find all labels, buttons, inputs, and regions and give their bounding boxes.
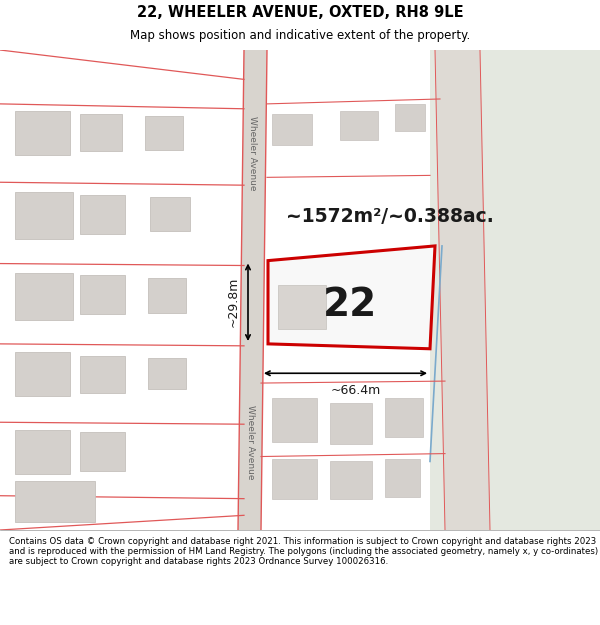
Polygon shape — [238, 50, 267, 530]
Bar — [148, 357, 186, 389]
Polygon shape — [430, 50, 600, 530]
Bar — [272, 114, 312, 145]
Text: Map shows position and indicative extent of the property.: Map shows position and indicative extent… — [130, 29, 470, 42]
Bar — [395, 104, 425, 131]
Bar — [80, 275, 125, 314]
Text: ~66.4m: ~66.4m — [331, 384, 380, 398]
Bar — [15, 481, 95, 522]
Text: ~1572m²/~0.388ac.: ~1572m²/~0.388ac. — [286, 207, 494, 226]
Bar — [385, 398, 423, 437]
Text: ~29.8m: ~29.8m — [227, 277, 239, 328]
Bar — [80, 114, 122, 151]
Bar — [15, 273, 73, 321]
Bar — [148, 278, 186, 312]
Bar — [272, 398, 317, 442]
Text: 22: 22 — [323, 286, 377, 324]
Bar — [80, 356, 125, 393]
Bar — [272, 459, 317, 499]
Text: 22, WHEELER AVENUE, OXTED, RH8 9LE: 22, WHEELER AVENUE, OXTED, RH8 9LE — [137, 5, 463, 20]
Bar — [330, 461, 372, 499]
Bar — [15, 192, 73, 239]
Text: Wheeler Avenue: Wheeler Avenue — [245, 404, 254, 479]
Text: Wheeler Avenue: Wheeler Avenue — [248, 116, 257, 190]
Bar — [278, 285, 326, 329]
Bar — [150, 197, 190, 231]
Bar — [80, 195, 125, 234]
Text: Contains OS data © Crown copyright and database right 2021. This information is : Contains OS data © Crown copyright and d… — [9, 537, 598, 566]
Bar — [385, 459, 420, 497]
Polygon shape — [268, 246, 435, 349]
Bar — [15, 111, 70, 155]
Bar — [80, 432, 125, 471]
Bar — [340, 111, 378, 140]
Bar — [15, 352, 70, 396]
Polygon shape — [435, 50, 490, 530]
Bar — [330, 402, 372, 444]
Bar — [15, 430, 70, 474]
Bar — [145, 116, 183, 150]
